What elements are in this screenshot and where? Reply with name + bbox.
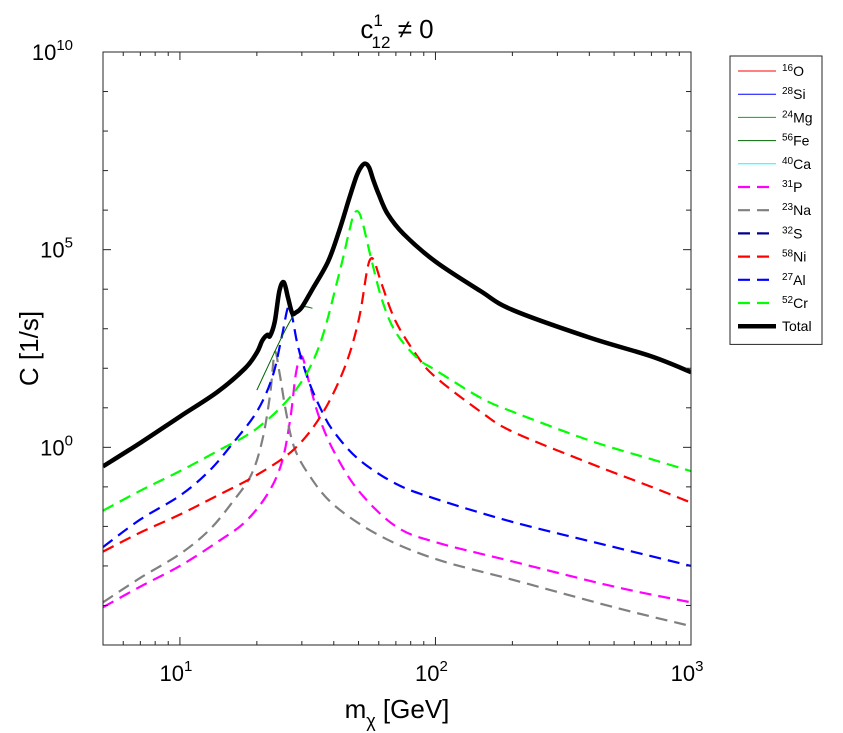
legend-label-si: 28Si [782, 86, 806, 102]
series-line-al [103, 305, 691, 567]
legend-box [729, 55, 823, 345]
axes: 101 102 103 100 105 1010 mχ [GeV] C [1/s] [14, 37, 703, 731]
x-axis-label: mχ [GeV] [345, 694, 450, 731]
y-tick-label: 105 [40, 235, 73, 263]
series-line-cr [103, 209, 691, 512]
series-line-na [103, 350, 691, 628]
legend-label-al: 27Al [782, 272, 806, 288]
legend-label-o: 16O [782, 63, 804, 79]
legend-label-mg: 24Mg [782, 109, 813, 125]
legend-label-s: 32S [782, 225, 802, 241]
x-tick-label: 101 [160, 658, 193, 686]
y-tick-label: 1010 [32, 37, 73, 65]
legend-label-fe: 56Fe [782, 133, 810, 149]
y-tick-label: 100 [40, 432, 73, 460]
legend-label-cr: 52Cr [782, 295, 808, 311]
series-line-total [103, 161, 691, 469]
plot-area [103, 161, 691, 628]
series-line-ni [103, 256, 691, 553]
legend-label-na: 23Na [782, 202, 811, 218]
x-tick-label: 103 [671, 658, 704, 686]
axes-box [102, 51, 692, 646]
y-axis-label: C [1/s] [14, 311, 44, 386]
legend: 16O 28Si 24Mg 56Fe 40Ca 31P 23Na 32S 58Ni 27Al 52C… [729, 55, 823, 345]
chart-title: c1 12 ≠ 0 [360, 11, 433, 52]
legend-label-total: Total [782, 318, 812, 334]
legend-label-p: 31P [782, 179, 802, 195]
x-tick-label: 102 [415, 658, 448, 686]
legend-label-ni: 58Ni [782, 249, 806, 265]
legend-label-ca: 40Ca [782, 156, 811, 172]
series-line-p [103, 355, 691, 609]
chart-title-group: c1 12 ≠ 0 [360, 11, 433, 52]
